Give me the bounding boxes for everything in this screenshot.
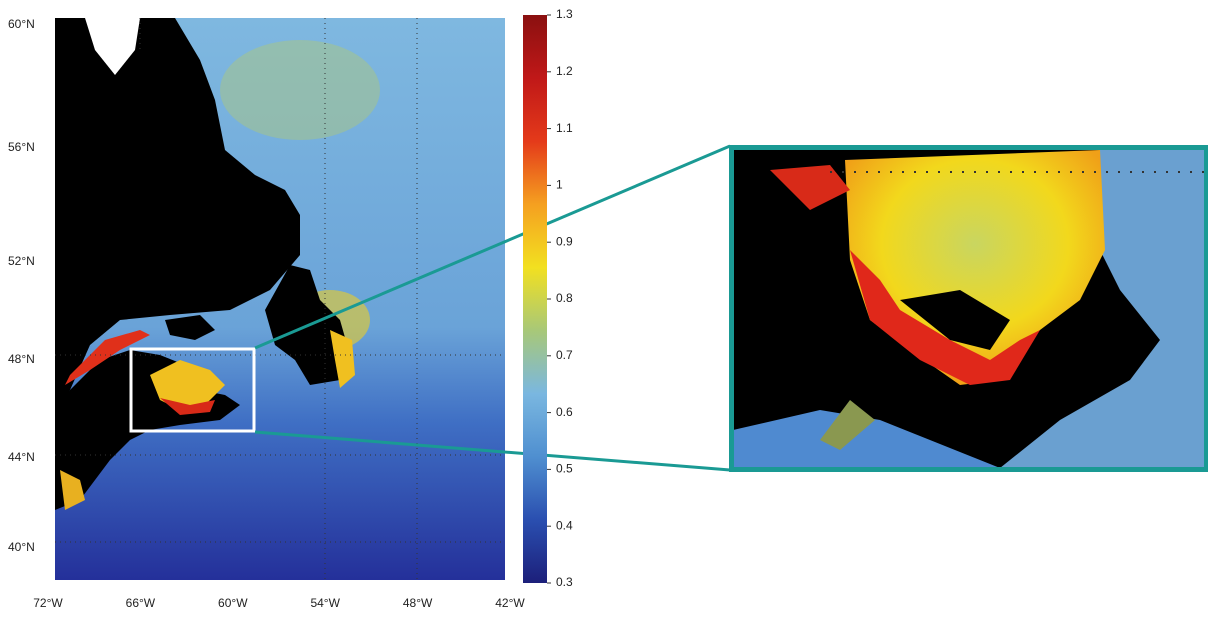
- bloom: [220, 40, 380, 140]
- lon-label: 48°W: [403, 596, 433, 610]
- lat-label: 60°N: [8, 17, 35, 31]
- figure: 60°N 56°N 52°N 48°N 44°N 40°N 72°W 66°W 60°W 54°W…: [0, 0, 1208, 612]
- lat-label: 56°N: [8, 140, 35, 154]
- lon-label: 42°W: [495, 596, 525, 610]
- lat-label: 44°N: [8, 450, 35, 464]
- colorbar-tick-label: 0.6: [556, 405, 573, 419]
- colorbar: [523, 15, 547, 583]
- lat-label: 40°N: [8, 540, 35, 554]
- colorbar-tick-label: 0.5: [556, 462, 573, 476]
- colorbar-tick-label: 1.3: [556, 7, 573, 21]
- lat-label: 48°N: [8, 352, 35, 366]
- lon-label: 54°W: [310, 596, 340, 610]
- zoom-panel: [733, 149, 1205, 468]
- lon-label: 60°W: [218, 596, 248, 610]
- colorbar-tick-label: 0.7: [556, 348, 573, 362]
- colorbar-tick-label: 0.4: [556, 518, 573, 532]
- colorbar-tick-label: 0.9: [556, 234, 573, 248]
- map: [55, 18, 505, 580]
- colorbar-tick-label: 0.3: [556, 575, 573, 589]
- lon-label: 72°W: [33, 596, 63, 610]
- colorbar-tick-label: 0.8: [556, 291, 573, 305]
- colorbar-tick-label: 1: [556, 178, 563, 192]
- lon-label: 66°W: [126, 596, 156, 610]
- colorbar-tick-label: 1.1: [556, 121, 573, 135]
- lat-label: 52°N: [8, 254, 35, 268]
- colorbar-tick-label: 1.2: [556, 64, 573, 78]
